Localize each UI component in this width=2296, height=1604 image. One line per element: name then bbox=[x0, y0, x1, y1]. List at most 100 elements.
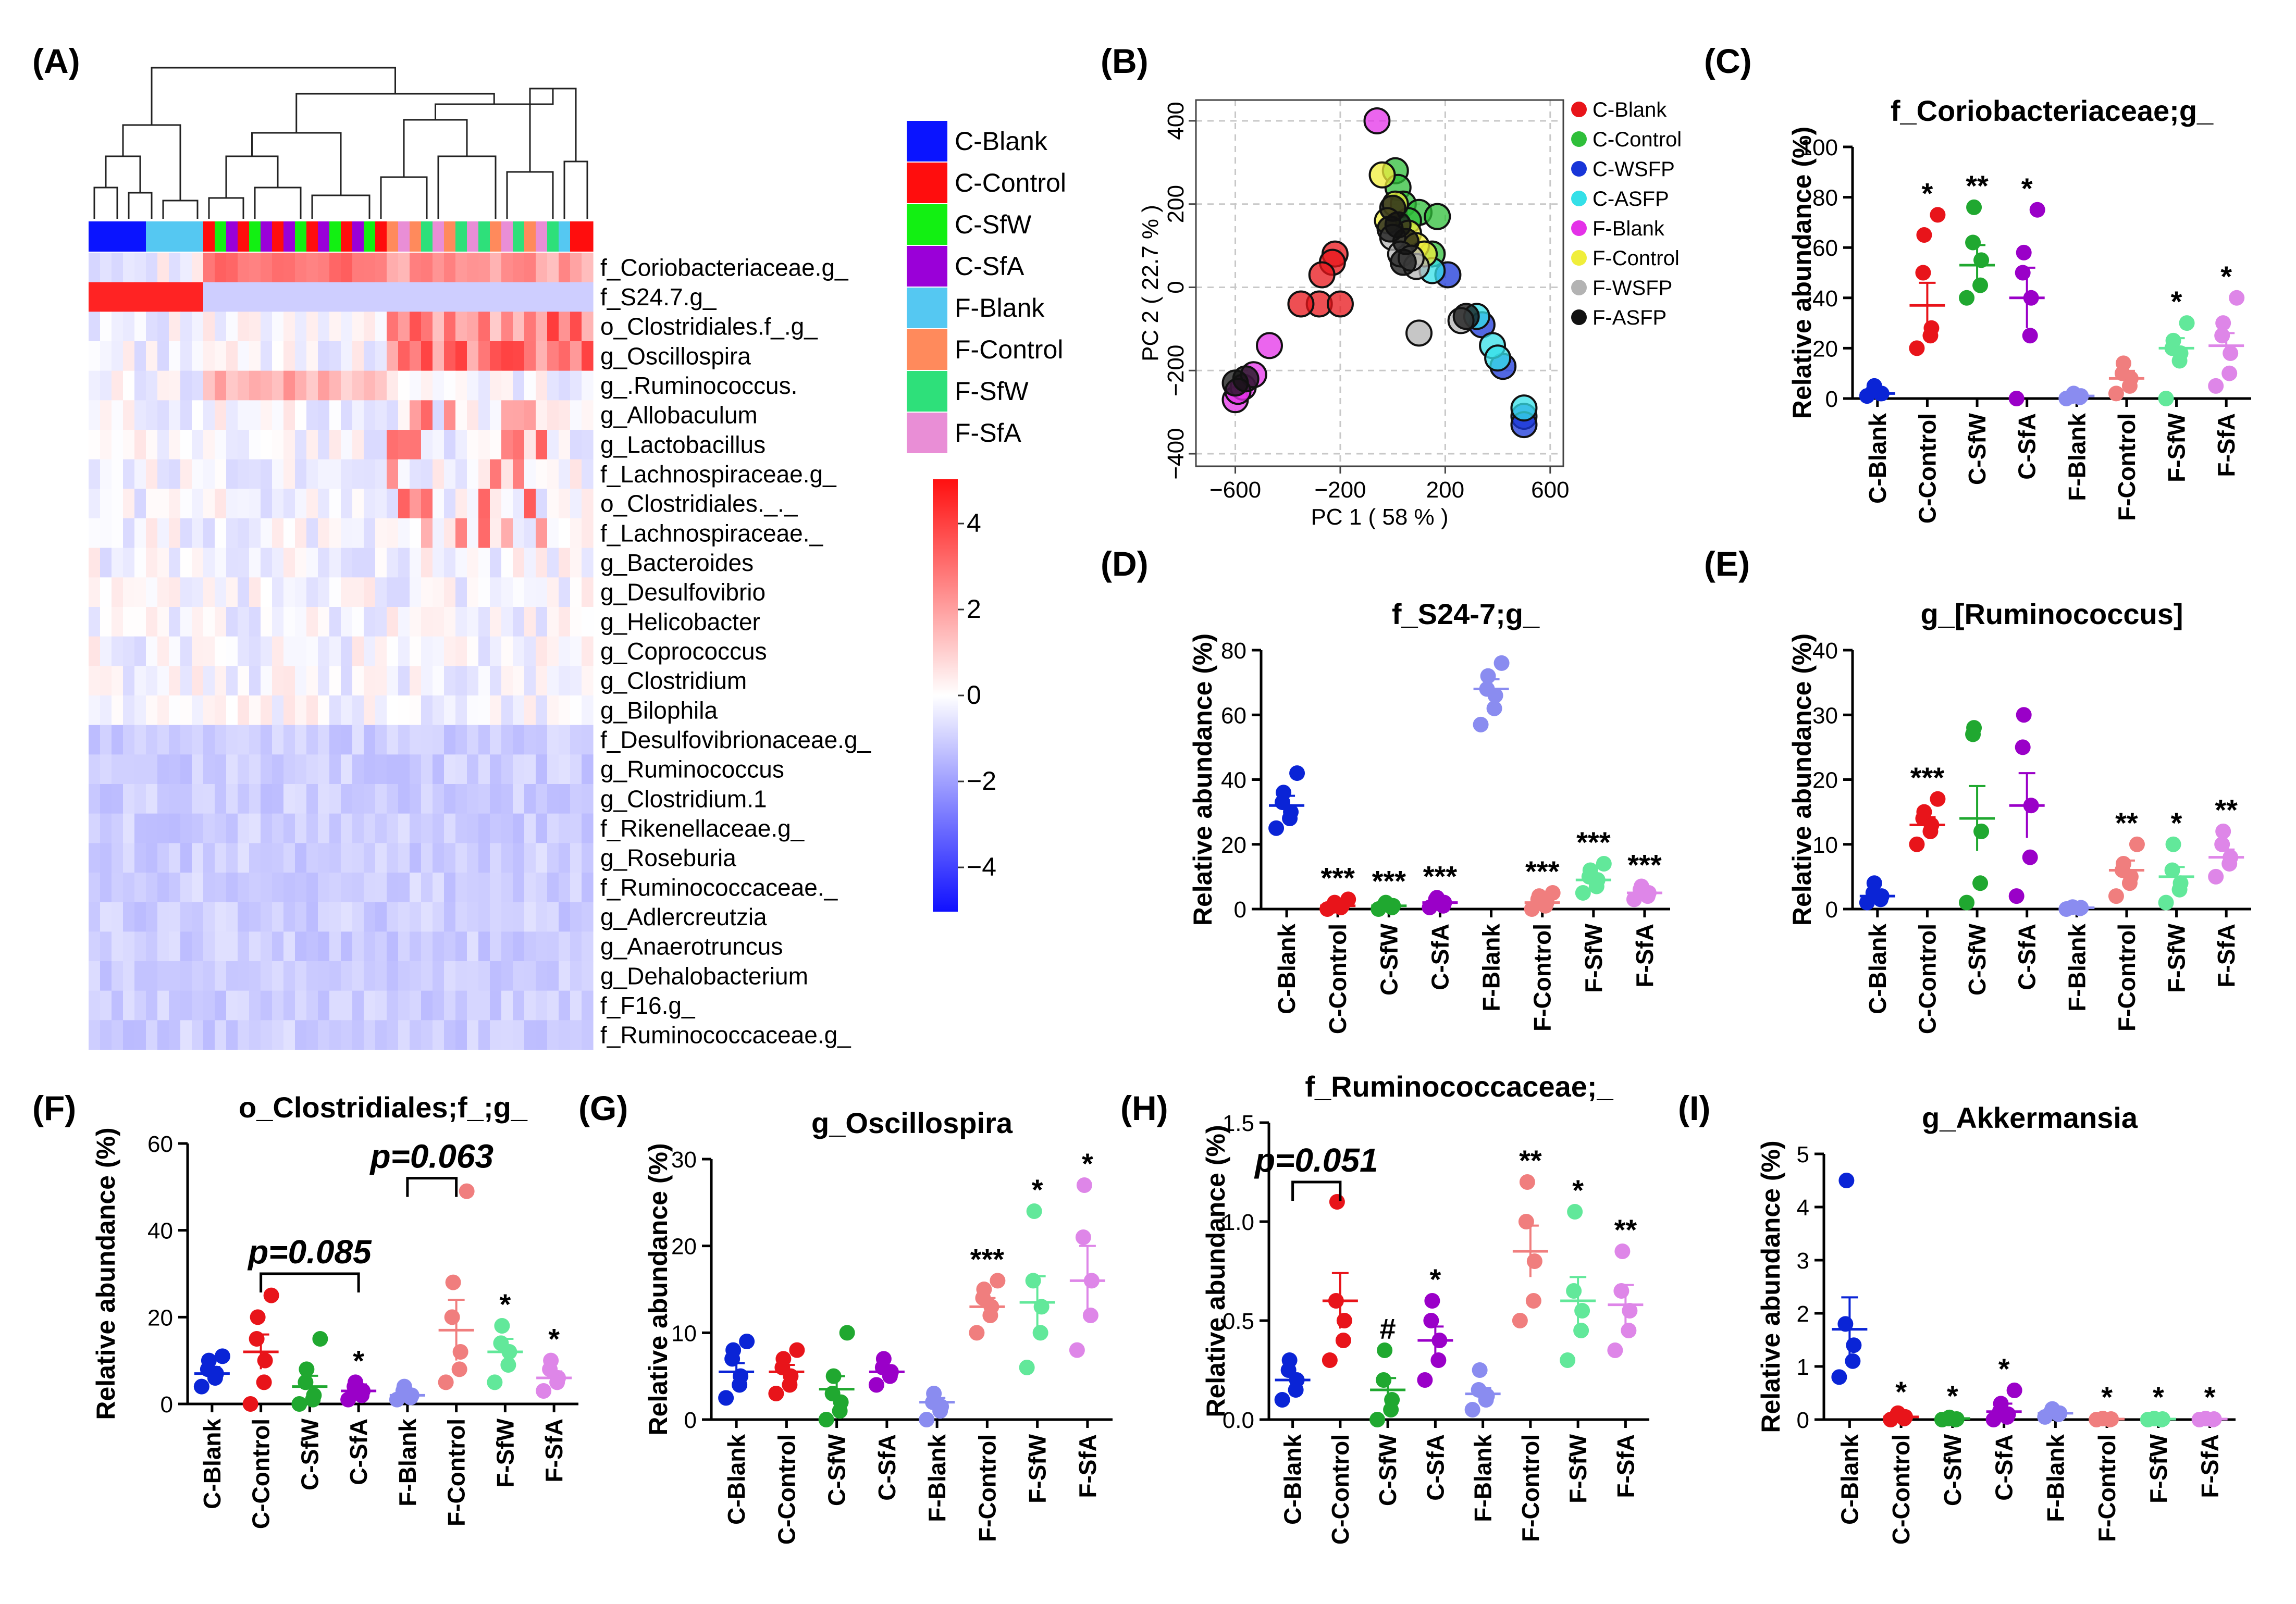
heatmap-cell bbox=[524, 813, 536, 843]
data-point bbox=[2108, 386, 2124, 402]
heatmap-cell bbox=[455, 1020, 467, 1050]
heatmap-cell bbox=[352, 607, 364, 637]
heatmap-cell bbox=[559, 961, 571, 991]
heatmap-cell bbox=[478, 459, 490, 489]
heatmap-cell bbox=[100, 1020, 112, 1050]
heatmap-cell bbox=[524, 636, 536, 666]
data-point bbox=[1959, 894, 1975, 911]
heatmap-cell bbox=[524, 784, 536, 814]
heatmap-cell bbox=[306, 990, 318, 1021]
heatmap-cell bbox=[318, 282, 330, 312]
heatmap-cell bbox=[123, 489, 135, 519]
annotation-cell bbox=[352, 221, 364, 252]
heatmap-cell bbox=[364, 843, 376, 873]
heatmap-cell bbox=[536, 489, 548, 519]
x-tick-label: F-SfW bbox=[491, 1418, 519, 1487]
annotation-cell bbox=[306, 221, 318, 252]
heatmap-cell bbox=[444, 430, 456, 460]
heatmap-cell bbox=[318, 902, 330, 932]
comparison-bracket bbox=[1291, 1180, 1342, 1201]
heatmap-cell bbox=[387, 1020, 399, 1050]
heatmap-cell bbox=[249, 577, 261, 607]
heatmap-cell bbox=[238, 873, 250, 903]
heatmap-cell bbox=[329, 873, 341, 903]
heatmap-cell bbox=[547, 813, 559, 843]
pca-legend-marker bbox=[1571, 220, 1587, 236]
heatmap-cell bbox=[547, 312, 559, 342]
heatmap-cell bbox=[238, 843, 250, 873]
heatmap-cell bbox=[536, 725, 548, 755]
heatmap-cell bbox=[513, 695, 525, 726]
heatmap-cell bbox=[112, 282, 124, 312]
heatmap-cell bbox=[421, 459, 433, 489]
heatmap-cell bbox=[180, 282, 192, 312]
heatmap-cell bbox=[352, 902, 364, 932]
heatmap-cell bbox=[180, 873, 192, 903]
heatmap-cell bbox=[203, 695, 215, 726]
heatmap-cell bbox=[467, 961, 479, 991]
heatmap-cell bbox=[387, 459, 399, 489]
heatmap-cell bbox=[501, 253, 513, 283]
heatmap-cell bbox=[203, 548, 215, 578]
heatmap-cell bbox=[352, 400, 364, 430]
data-point bbox=[2214, 836, 2230, 852]
colorbar-tick-label: 2 bbox=[967, 594, 981, 624]
heatmap-cell bbox=[306, 253, 318, 283]
heatmap-cell bbox=[112, 961, 124, 991]
heatmap-cell bbox=[433, 607, 445, 637]
y-tick-label: 20 bbox=[1812, 336, 1838, 362]
heatmap-cell bbox=[490, 312, 502, 342]
heatmap-row-label: o_Clostridiales._._ bbox=[600, 490, 798, 517]
dotplot-e: (E)g_[Ruminococcus]Relative abundance (%… bbox=[1704, 544, 2251, 1034]
heatmap-cell bbox=[501, 873, 513, 903]
y-axis-title: Relative abundance (%) bbox=[1756, 1140, 1785, 1433]
heatmap-cell bbox=[513, 400, 525, 430]
heatmap-cell bbox=[192, 253, 204, 283]
heatmap-cell bbox=[547, 607, 559, 637]
x-tick-label: F-Control bbox=[1529, 924, 1556, 1031]
heatmap-cell bbox=[455, 990, 467, 1021]
heatmap-cell bbox=[329, 577, 341, 607]
heatmap-cell bbox=[89, 548, 101, 578]
heatmap-cell bbox=[410, 1020, 422, 1050]
x-tick-label: C-SfA bbox=[1991, 1434, 2018, 1501]
heatmap-cell bbox=[501, 902, 513, 932]
annotation-cell bbox=[249, 221, 261, 252]
significance-marker: * bbox=[2171, 806, 2182, 839]
pca-legend-label: C-ASFP bbox=[1593, 188, 1669, 210]
heatmap-cell bbox=[215, 489, 227, 519]
heatmap-cell bbox=[272, 253, 284, 283]
heatmap-cell bbox=[112, 931, 124, 962]
data-point bbox=[1607, 1342, 1623, 1358]
annotation-cell bbox=[387, 221, 399, 252]
data-point bbox=[718, 1390, 734, 1406]
heatmap-cell bbox=[203, 961, 215, 991]
pca-y-tick-label: 200 bbox=[1163, 185, 1189, 223]
group-legend: C-BlankC-ControlC-SfWC-SfAF-BlankF-Contr… bbox=[907, 121, 1066, 453]
heatmap-cell bbox=[570, 312, 582, 342]
heatmap-cell bbox=[398, 400, 410, 430]
data-point bbox=[396, 1378, 412, 1395]
heatmap-cell bbox=[455, 636, 467, 666]
heatmap-cell bbox=[559, 666, 571, 696]
heatmap-cell bbox=[134, 784, 146, 814]
heatmap-cell bbox=[375, 577, 387, 607]
heatmap-cell bbox=[180, 312, 192, 342]
heatmap-cell bbox=[421, 370, 433, 401]
heatmap-row-label: g_Ruminococcus bbox=[600, 756, 784, 783]
heatmap-cell bbox=[524, 990, 536, 1021]
heatmap-cell bbox=[410, 695, 422, 726]
annotation-cell bbox=[524, 221, 536, 252]
x-tick-label: F-SfW bbox=[2145, 1434, 2172, 1503]
heatmap-cell bbox=[261, 931, 273, 962]
heatmap-cell bbox=[169, 459, 181, 489]
x-tick-label: F-SfA bbox=[1631, 924, 1658, 988]
heatmap-cell bbox=[398, 843, 410, 873]
heatmap-cell bbox=[318, 607, 330, 637]
heatmap-cell bbox=[180, 754, 192, 785]
heatmap-cell bbox=[341, 902, 353, 932]
heatmap-cell bbox=[100, 459, 112, 489]
heatmap-cell bbox=[559, 312, 571, 342]
significance-marker: ** bbox=[1519, 1144, 1542, 1177]
